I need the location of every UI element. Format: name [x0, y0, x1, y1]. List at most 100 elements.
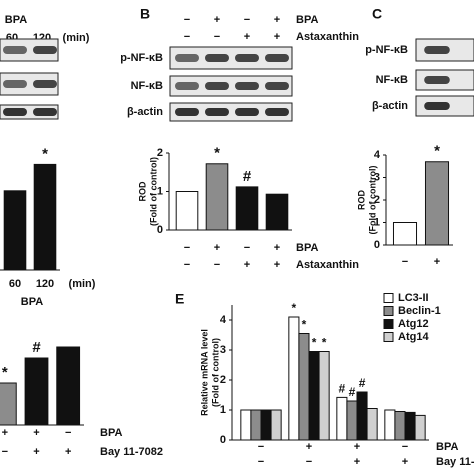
condition-sign: −	[184, 259, 190, 271]
bar	[414, 414, 426, 441]
condition-sign: −	[2, 446, 8, 458]
annotation: *	[322, 336, 327, 350]
bar	[0, 382, 17, 426]
y-tick-label: 0	[220, 434, 226, 446]
bar	[384, 409, 396, 441]
x-unit: (min)	[69, 278, 96, 290]
blot-label: NF-κB	[131, 80, 163, 92]
blot-band	[3, 108, 27, 116]
blot-band	[424, 46, 450, 54]
blot-frame	[169, 102, 293, 122]
legend-swatch	[383, 332, 394, 342]
condition-sign: −	[258, 456, 264, 468]
bar	[404, 411, 416, 441]
condition-sign: +	[33, 446, 39, 458]
y-tick-label: 1	[220, 404, 226, 416]
blot-band	[265, 82, 289, 90]
condition-sign: +	[354, 456, 360, 468]
annotation: *	[2, 364, 8, 381]
legend-label: Beclin-1	[398, 305, 441, 317]
condition-sign: +	[214, 14, 220, 26]
bar	[288, 316, 300, 441]
bar	[205, 163, 229, 231]
blot-band	[205, 54, 229, 62]
bar	[33, 163, 57, 271]
top-label: (min)	[63, 32, 90, 44]
condition-name: Bay 11-7082	[100, 446, 163, 458]
bar	[175, 191, 199, 231]
condition-sign: −	[402, 256, 408, 268]
panel-label: B	[140, 6, 150, 22]
y-tick-label: 4	[220, 314, 227, 326]
condition-sign: −	[258, 441, 264, 453]
blot-frame	[0, 38, 59, 62]
panel-label: C	[372, 6, 382, 22]
condition-sign: −	[402, 441, 408, 453]
bar	[3, 190, 27, 271]
bar	[24, 357, 49, 426]
condition-sign: +	[244, 31, 250, 43]
bar	[366, 408, 378, 441]
condition-sign: +	[274, 242, 280, 254]
annotation: *	[292, 301, 297, 315]
y-axis-label: Relative mRNA level	[199, 329, 209, 416]
condition-sign: −	[65, 427, 71, 439]
blot-band	[175, 54, 199, 62]
condition-sign: +	[65, 446, 71, 458]
bar	[424, 161, 450, 246]
condition-name: BPA	[436, 441, 458, 453]
y-axis-label: (Fold of control)	[367, 166, 377, 235]
y-axis-label: ROD	[356, 190, 366, 211]
condition-name: BPA	[100, 427, 122, 439]
blot-label: p-NF-κB	[120, 52, 163, 64]
condition-sign: +	[354, 441, 360, 453]
condition-sign: +	[402, 456, 408, 468]
blot-label: NF-κB	[376, 74, 408, 86]
condition-sign: +	[434, 256, 440, 268]
condition-name: Astaxanthin	[296, 259, 359, 271]
condition-name: BPA	[296, 14, 318, 26]
y-axis-label: (Fold of control)	[210, 338, 220, 407]
bar	[298, 333, 310, 441]
bar	[260, 409, 272, 441]
legend-swatch	[383, 293, 394, 303]
annotation: *	[42, 145, 48, 162]
y-axis-label: (Fold of control)	[148, 157, 158, 226]
condition-sign: +	[33, 427, 39, 439]
condition-name: BPA	[296, 242, 318, 254]
annotation: #	[339, 382, 346, 396]
bar	[346, 400, 358, 441]
blot-label: β-actin	[127, 106, 163, 118]
condition-sign: −	[184, 14, 190, 26]
blot-band	[235, 82, 259, 90]
x-tick-label: 60	[9, 278, 21, 290]
y-tick-label: 1	[157, 185, 163, 197]
bar	[265, 193, 289, 231]
bar	[356, 391, 368, 441]
condition-name: Bay 11-7082	[436, 456, 474, 468]
bar	[235, 186, 259, 231]
condition-sign: −	[244, 14, 250, 26]
legend-label: LC3-II	[398, 292, 429, 304]
y-tick-label: 0	[157, 224, 163, 236]
annotation: *	[302, 318, 307, 332]
blot-band	[175, 82, 199, 90]
blot-band	[33, 80, 57, 88]
y-tick-label: 2	[374, 194, 380, 206]
blot-band	[205, 82, 229, 90]
y-tick-label: 4	[374, 149, 381, 161]
blot-band	[3, 46, 27, 54]
legend-label: Atg12	[398, 318, 429, 330]
blot-band	[175, 108, 199, 116]
condition-sign: +	[244, 259, 250, 271]
x-tick-label: 120	[36, 278, 54, 290]
annotation: #	[32, 339, 41, 356]
annotation: #	[243, 168, 252, 185]
blot-band	[424, 102, 450, 110]
top-label: BPA	[5, 14, 27, 26]
condition-sign: −	[184, 242, 190, 254]
annotation: #	[359, 376, 366, 390]
blot-band	[424, 76, 450, 84]
y-tick-label: 3	[374, 171, 380, 183]
